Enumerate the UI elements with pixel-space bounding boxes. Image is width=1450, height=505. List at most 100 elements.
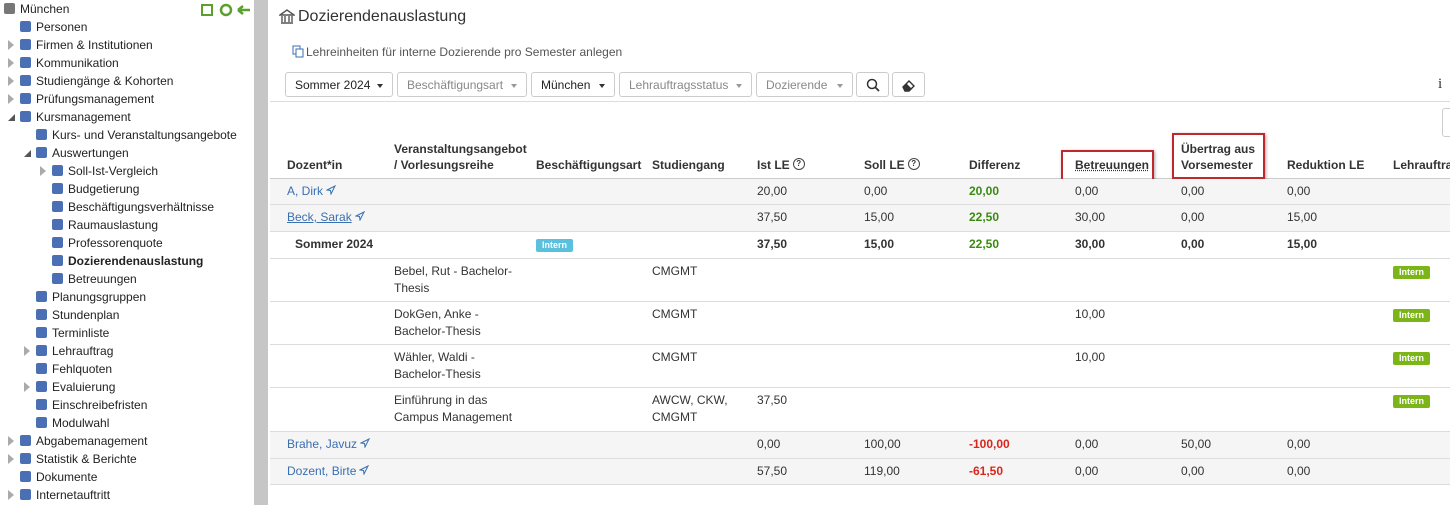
table-cell: -100,00 (969, 436, 1065, 453)
expand-toggle[interactable] (40, 166, 46, 176)
expand-toggle[interactable] (24, 382, 30, 392)
tree-item[interactable]: Kursmanagement (36, 110, 131, 124)
table-cell: DokGen, Anke - Bachelor-Thesis (394, 306, 524, 340)
tree-icon (20, 471, 31, 482)
tree-item[interactable]: Budgetierung (68, 182, 140, 196)
filter-button[interactable]: München (531, 72, 615, 97)
person-link[interactable]: Beck, Sarak (287, 210, 352, 224)
clear-button[interactable] (892, 72, 925, 97)
send-icon[interactable] (354, 210, 365, 222)
tree-item[interactable]: Kurs- und Veranstaltungsangebote (52, 128, 237, 142)
filter-label: Beschäftigungsart (407, 78, 504, 92)
cell-text: 37,50 (757, 210, 788, 224)
tree-item[interactable]: Terminliste (52, 326, 110, 340)
filter-button[interactable]: Dozierende (756, 72, 853, 97)
table-cell: Sommer 2024 (295, 236, 392, 253)
column-header: Veranstaltungsangebot / Vorlesungsreihe (394, 134, 527, 173)
tree-icon (52, 219, 63, 230)
expand-toggle[interactable] (8, 454, 14, 464)
cell-text: Einführung in das Campus Management (394, 393, 513, 424)
person-link[interactable]: Dozent, Birte (287, 464, 357, 478)
cell-text: 37,50 (757, 237, 788, 251)
table-cell: 15,00 (864, 209, 961, 226)
tree-item[interactable]: Statistik & Berichte (36, 452, 137, 466)
table-cell: 0,00 (1287, 183, 1383, 200)
tree-item[interactable]: Dozierendenauslastung (68, 254, 204, 268)
tree-icon (4, 3, 15, 14)
tree-item[interactable]: Stundenplan (52, 308, 120, 322)
expand-toggle[interactable] (8, 76, 14, 86)
send-icon[interactable] (325, 184, 337, 196)
tree-item[interactable]: Evaluierung (52, 380, 116, 394)
collapse-icon[interactable] (237, 5, 250, 15)
expand-toggle[interactable] (8, 58, 14, 68)
table-cell: 119,00 (864, 463, 961, 480)
tree-item[interactable]: Studiengänge & Kohorten (36, 74, 174, 88)
refresh-icon[interactable] (219, 3, 233, 17)
tree-item[interactable]: Personen (36, 20, 88, 34)
table-row (270, 232, 1450, 259)
tree-item[interactable]: Modulwahl (52, 416, 110, 430)
tree-item[interactable]: Internetauftritt (36, 488, 111, 502)
tree-icon (20, 39, 31, 50)
tree-item[interactable]: Beschäftigungsverhältnisse (68, 200, 215, 214)
table-cell: 0,00 (1181, 183, 1277, 200)
expand-toggle[interactable] (8, 436, 14, 446)
tree-item[interactable]: München (20, 2, 70, 16)
send-icon[interactable] (359, 437, 371, 449)
column-header: Ist LE? (757, 134, 854, 173)
filter-button[interactable]: Sommer 2024 (285, 72, 393, 97)
cell-text: 0,00 (1287, 464, 1311, 478)
cell-text: 0,00 (1075, 437, 1099, 451)
info-icon[interactable]: i (1438, 76, 1443, 92)
page-title: Dozierendenauslastung (298, 8, 467, 25)
table-cell: 50,00 (1181, 436, 1277, 453)
column-header-label: Veranstaltungsangebot / Vorlesungsreihe (394, 142, 527, 172)
expand-toggle[interactable] (8, 94, 14, 104)
tree-item[interactable]: Firmen & Institutionen (36, 38, 153, 52)
column-header: Dozent*in (287, 134, 384, 173)
expand-icon[interactable] (201, 4, 213, 16)
badge: Intern (1393, 395, 1431, 408)
tree-item[interactable]: Planungsgruppen (52, 290, 147, 304)
scrollbar[interactable] (254, 0, 268, 505)
cell-text: Wähler, Waldi - Bachelor-Thesis (394, 350, 481, 381)
tree-item[interactable]: Soll-Ist-Vergleich (68, 164, 159, 178)
tree-item[interactable]: Lehrauftrag (52, 344, 114, 358)
tree-icon (36, 327, 47, 338)
filter-button[interactable]: Beschäftigungsart (397, 72, 527, 97)
cell-text: 37,50 (757, 393, 788, 407)
column-header[interactable]: Betreuungen (1075, 134, 1171, 173)
person-link[interactable]: Brahe, Javuz (287, 437, 358, 451)
table-row (270, 179, 1450, 205)
tree-item[interactable]: Fehlquoten (52, 362, 113, 376)
expand-toggle[interactable] (24, 346, 30, 356)
send-icon[interactable] (358, 464, 370, 476)
tree-icon (20, 21, 31, 32)
expand-toggle[interactable] (8, 490, 14, 500)
search-button[interactable] (856, 72, 889, 97)
tree-item[interactable]: Prüfungsmanagement (36, 92, 155, 106)
column-header: Differenz (969, 134, 1065, 173)
expand-toggle[interactable] (8, 40, 14, 50)
tree-item[interactable]: Auswertungen (52, 146, 129, 160)
tree-icon (52, 237, 63, 248)
tree-item[interactable]: Dokumente (36, 470, 98, 484)
tree-item[interactable]: Einschreibefristen (52, 398, 148, 412)
table-row (270, 459, 1450, 485)
tree-item[interactable]: Professorenquote (68, 236, 163, 250)
filter-button[interactable]: Lehrauftragsstatus (619, 72, 752, 97)
settings-button[interactable] (1442, 108, 1450, 137)
table-cell: 10,00 (1075, 349, 1171, 366)
column-header-label: Beschäftigungsart (536, 158, 642, 172)
expanded-toggle[interactable] (24, 150, 31, 157)
tree-item[interactable]: Kommunikation (36, 56, 119, 70)
expanded-toggle[interactable] (8, 114, 15, 121)
tree-item[interactable]: Raumauslastung (68, 218, 159, 232)
table-cell: Intern (536, 236, 642, 253)
tree-item[interactable]: Betreuungen (68, 272, 137, 286)
person-link[interactable]: A, Dirk (287, 184, 323, 198)
action-link[interactable]: Lehreinheiten für interne Dozierende pro… (306, 45, 623, 59)
tree-item[interactable]: Abgabemanagement (36, 434, 148, 448)
